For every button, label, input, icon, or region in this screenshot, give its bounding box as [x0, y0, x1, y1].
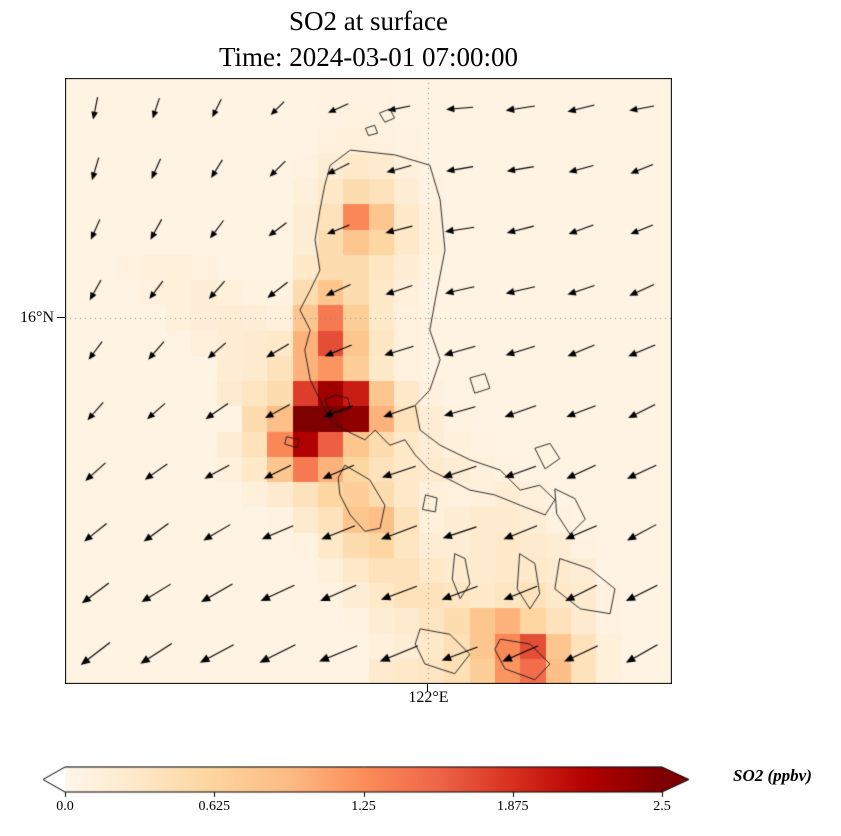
x-tick-label: 122°E [408, 689, 449, 706]
so2-map-canvas [65, 78, 672, 684]
x-tick-mark [427, 684, 428, 692]
chart-title: SO2 at surface [289, 6, 448, 36]
y-tick-label: 16°N [20, 309, 54, 326]
colorbar-label: SO2 (ppbv) [733, 766, 812, 785]
colorbar-tick-label: 1.25 [351, 799, 376, 814]
chart-subtitle: Time: 2024-03-01 07:00:00 [218, 42, 519, 72]
colorbar-tick-label: 1.875 [497, 799, 529, 814]
colorbar-tick-label: 2.5 [653, 799, 671, 814]
colorbar-tick-label: 0.625 [198, 799, 231, 814]
colorbar-tick-label: 0.0 [56, 799, 74, 814]
colorbar-canvas [42, 766, 692, 800]
y-tick-mark [57, 317, 65, 318]
